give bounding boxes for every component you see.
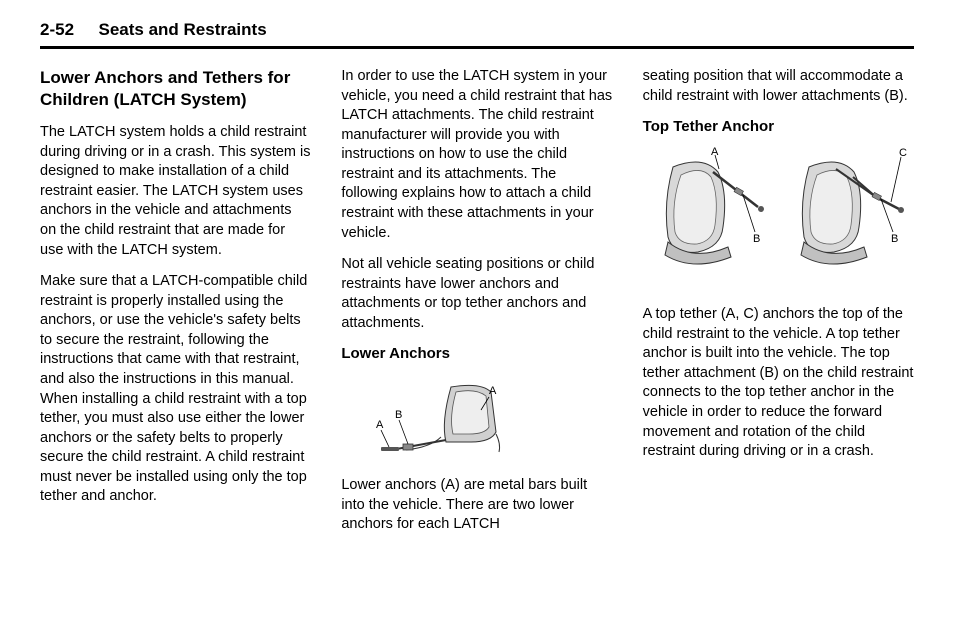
- diagram-label-b: B: [395, 409, 402, 421]
- paragraph: Lower anchors (A) are metal bars built i…: [341, 476, 612, 535]
- section-title-latch: Lower Anchors and Tethers for Children (…: [40, 67, 311, 111]
- paragraph: The LATCH system holds a child restraint…: [40, 123, 311, 260]
- subheading-lower-anchors: Lower Anchors: [341, 345, 612, 362]
- diagram-label-a: A: [376, 419, 384, 431]
- diagram-label-b: B: [753, 233, 760, 245]
- paragraph: seating position that will accommodate a…: [643, 67, 914, 106]
- paragraph: A top tether (A, C) anchors the top of t…: [643, 305, 914, 462]
- column-1: Lower Anchors and Tethers for Children (…: [40, 67, 311, 547]
- content-columns: Lower Anchors and Tethers for Children (…: [40, 67, 914, 547]
- lower-anchors-diagram: A B A: [341, 372, 612, 462]
- subheading-top-tether: Top Tether Anchor: [643, 118, 914, 135]
- page-header: 2-52 Seats and Restraints: [40, 20, 914, 49]
- column-2: In order to use the LATCH system in your…: [341, 67, 612, 547]
- diagram-label-a2: A: [489, 385, 497, 397]
- column-3: seating position that will accommodate a…: [643, 67, 914, 547]
- diagram-label-c: C: [899, 147, 907, 159]
- paragraph: Not all vehicle seating positions or chi…: [341, 255, 612, 333]
- chapter-title: Seats and Restraints: [98, 20, 266, 39]
- paragraph: In order to use the LATCH system in your…: [341, 67, 612, 243]
- top-tether-diagram: A B C: [643, 147, 914, 277]
- page-number: 2-52: [40, 20, 74, 39]
- paragraph: Make sure that a LATCH-compatible child …: [40, 272, 311, 507]
- diagram-label-a: A: [711, 147, 719, 158]
- diagram-label-b: B: [891, 233, 898, 245]
